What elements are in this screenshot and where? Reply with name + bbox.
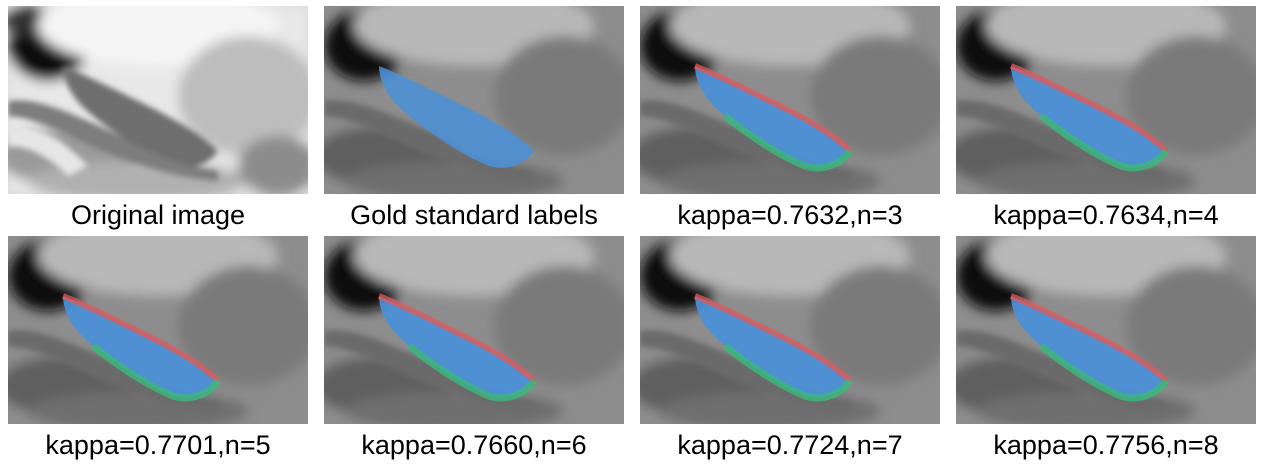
panel-caption: Gold standard labels	[350, 200, 598, 230]
panel-gold-standard: Gold standard labels	[324, 6, 624, 236]
segmentation-image	[640, 6, 940, 194]
panel-seg-n5: kappa=0.7701,n=5	[8, 236, 308, 462]
panel-caption: kappa=0.7634,n=4	[993, 200, 1219, 230]
panel-seg-n4: kappa=0.7634,n=4	[956, 6, 1256, 236]
panel-seg-n7: kappa=0.7724,n=7	[640, 236, 940, 462]
segmentation-image	[640, 236, 940, 424]
original-image	[8, 6, 308, 194]
panel-caption: kappa=0.7660,n=6	[361, 430, 587, 460]
panel-seg-n3: kappa=0.7632,n=3	[640, 6, 940, 236]
panel-original: Original image	[8, 6, 308, 236]
gold-standard-image	[324, 6, 624, 194]
segmentation-image	[8, 236, 308, 424]
panel-seg-n8: kappa=0.7756,n=8	[956, 236, 1256, 462]
segmentation-image	[956, 236, 1256, 424]
panel-caption: kappa=0.7756,n=8	[993, 430, 1219, 460]
panel-caption: Original image	[70, 200, 246, 230]
segmentation-image	[324, 236, 624, 424]
panel-caption: kappa=0.7632,n=3	[677, 200, 903, 230]
panel-caption: kappa=0.7701,n=5	[45, 430, 271, 460]
segmentation-image	[956, 6, 1256, 194]
figure-grid: Original image Gold standard labels	[8, 6, 1256, 462]
panel-seg-n6: kappa=0.7660,n=6	[324, 236, 624, 462]
panel-caption: kappa=0.7724,n=7	[677, 430, 903, 460]
